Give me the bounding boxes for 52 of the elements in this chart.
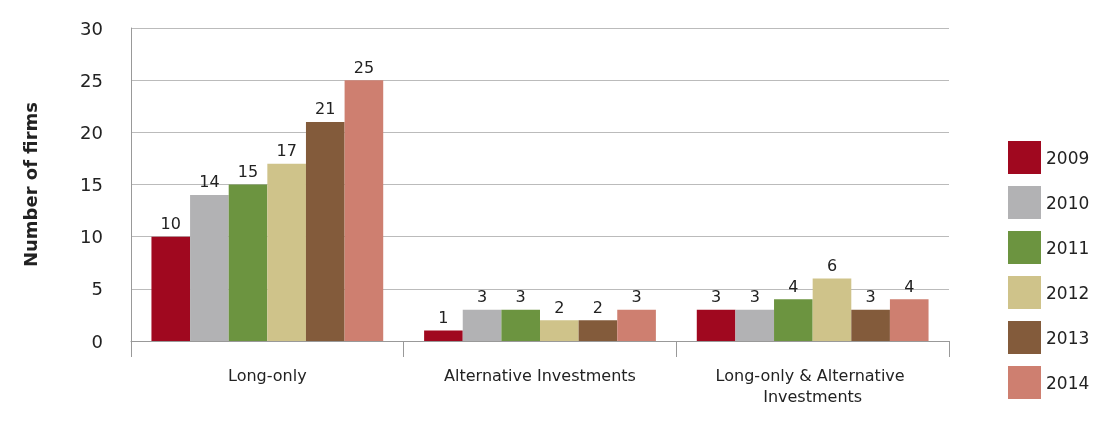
x-tick-label: Alternative Investments <box>444 366 636 385</box>
data-label: 6 <box>826 255 838 275</box>
legend-label: 2010 <box>1046 192 1090 213</box>
data-label: 15 <box>237 162 259 181</box>
data-label: 4 <box>788 276 799 296</box>
y-axis-title: Number of firms <box>19 101 41 268</box>
bar <box>424 330 463 341</box>
legend-label: 2013 <box>1046 327 1090 348</box>
bar <box>696 309 736 341</box>
y-tick-label: 10 <box>80 226 103 248</box>
data-label: 21 <box>315 99 336 119</box>
bar <box>889 299 929 341</box>
data-label: 4 <box>904 276 915 296</box>
bar <box>735 309 775 341</box>
data-label: 3 <box>865 287 876 307</box>
data-label: 2 <box>554 297 565 317</box>
data-label: 3 <box>515 287 526 307</box>
data-label: 14 <box>199 172 220 192</box>
data-label: 3 <box>476 287 488 307</box>
legend-label: 2014 <box>1046 372 1090 393</box>
y-tick-label: 5 <box>91 278 103 300</box>
y-tick-label: 15 <box>80 174 103 195</box>
y-tick-label: 20 <box>80 121 103 143</box>
bar <box>851 309 890 341</box>
legend-label: 2009 <box>1046 147 1090 168</box>
y-tick-label: 0 <box>91 330 103 352</box>
x-tick-label: Long-only <box>228 366 307 385</box>
bar <box>344 80 384 341</box>
bar <box>501 309 540 341</box>
bar <box>578 320 618 341</box>
data-label: 17 <box>276 141 297 161</box>
bar <box>540 320 579 341</box>
data-label: 3 <box>711 287 722 307</box>
y-tick-label: 30 <box>80 17 103 39</box>
bar <box>228 184 268 341</box>
data-label: 3 <box>749 287 760 307</box>
bar <box>462 309 502 341</box>
y-tick-label: 25 <box>80 69 103 91</box>
data-label: 1 <box>438 308 449 328</box>
bar <box>617 309 656 341</box>
x-tick-label: Long-only & Alternative Investments <box>715 366 910 406</box>
bar <box>151 236 191 341</box>
bar <box>774 299 813 341</box>
data-label: 10 <box>160 214 181 234</box>
legend-label: 2012 <box>1046 282 1090 303</box>
bar <box>267 163 306 341</box>
data-label: 25 <box>353 57 375 77</box>
data-label: 3 <box>631 287 642 307</box>
bar <box>812 278 852 341</box>
bar <box>305 121 345 341</box>
data-label: 2 <box>592 297 604 317</box>
legend-label: 2011 <box>1046 237 1090 258</box>
